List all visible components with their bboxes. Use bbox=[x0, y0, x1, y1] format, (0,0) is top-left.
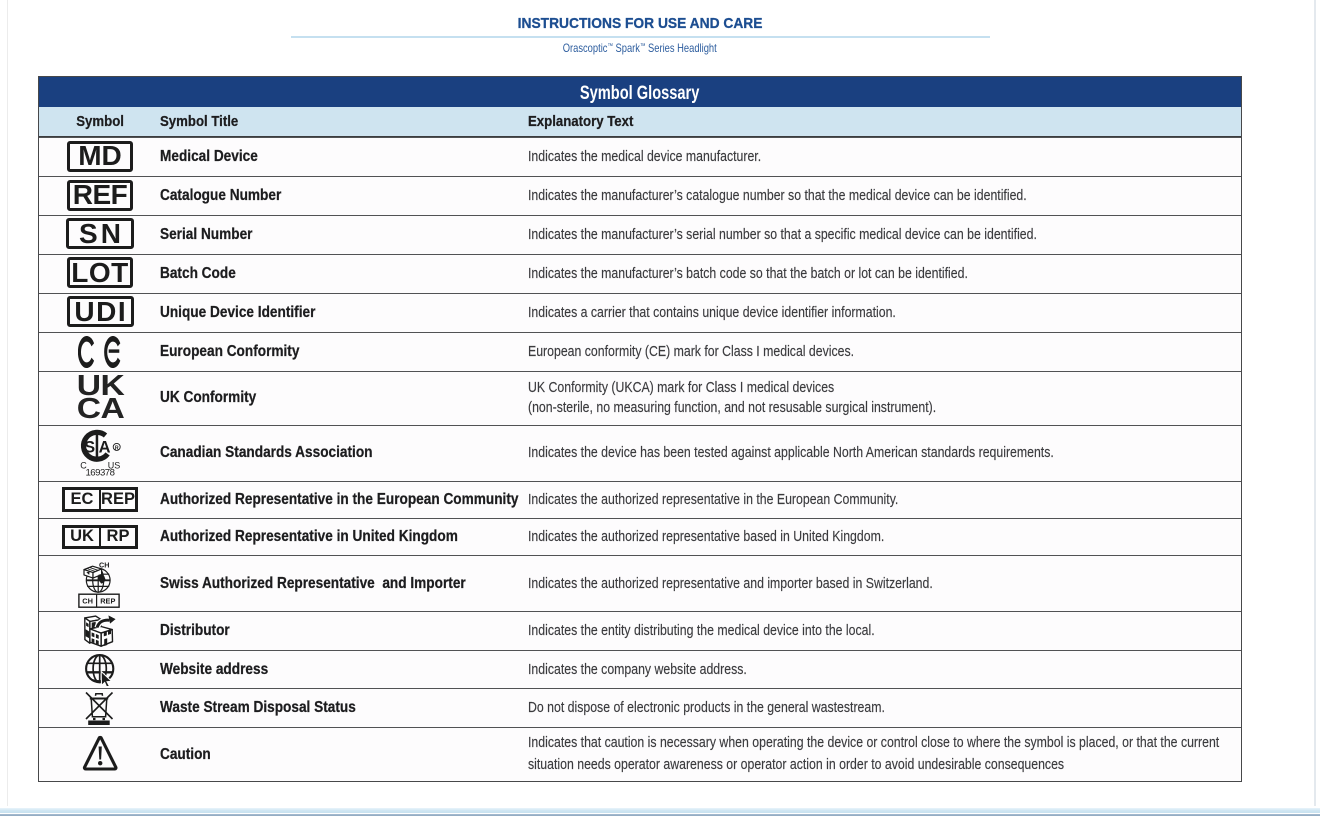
svg-text:C: C bbox=[80, 461, 87, 471]
svg-text:S: S bbox=[84, 439, 95, 457]
svg-text:REP: REP bbox=[100, 596, 115, 605]
svg-text:CH: CH bbox=[82, 596, 93, 605]
svg-text:A: A bbox=[99, 439, 111, 457]
svg-text:169378: 169378 bbox=[85, 468, 115, 478]
svg-text:US: US bbox=[108, 461, 121, 471]
svg-text:R: R bbox=[115, 446, 119, 452]
svg-text:CH: CH bbox=[99, 560, 109, 569]
